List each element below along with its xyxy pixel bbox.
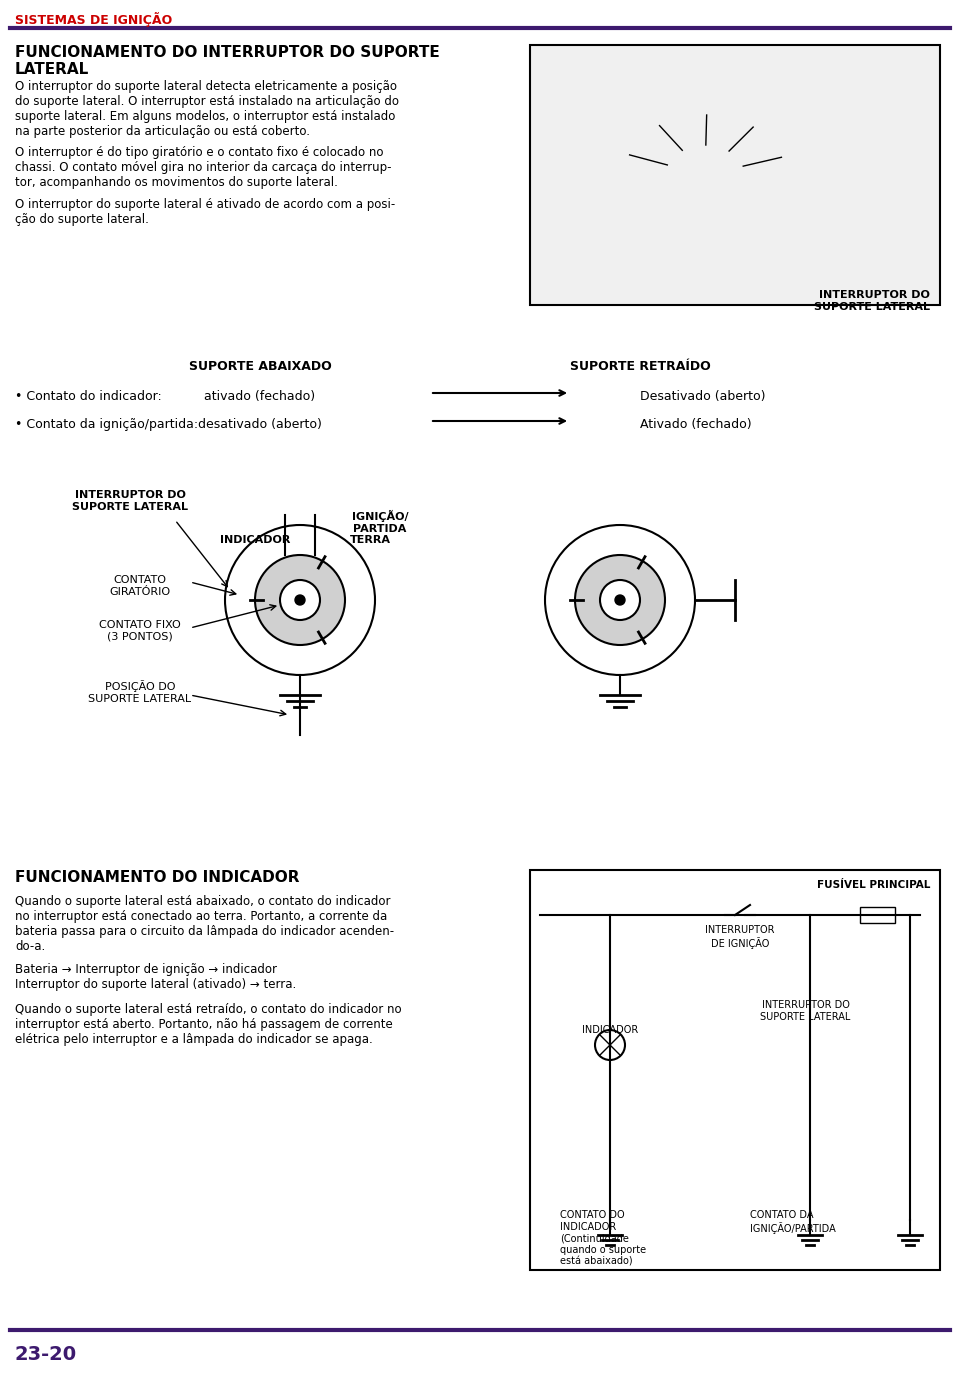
Text: CONTATO FIXO
(3 PONTOS): CONTATO FIXO (3 PONTOS) <box>99 621 180 641</box>
Text: IGNIÇÃO/
PARTIDA: IGNIÇÃO/ PARTIDA <box>351 510 408 534</box>
Text: ativado (fechado): ativado (fechado) <box>204 390 316 403</box>
Text: INTERRUPTOR DO
SUPORTE LATERAL: INTERRUPTOR DO SUPORTE LATERAL <box>814 290 930 312</box>
Text: INTERRUPTOR
DE IGNIÇÃO: INTERRUPTOR DE IGNIÇÃO <box>706 925 775 949</box>
Text: FUSÍVEL PRINCIPAL: FUSÍVEL PRINCIPAL <box>817 880 930 889</box>
Text: POSIÇÃO DO
SUPORTE LATERAL: POSIÇÃO DO SUPORTE LATERAL <box>88 680 192 703</box>
Text: CONTATO
GIRATÓRIO: CONTATO GIRATÓRIO <box>109 575 171 597</box>
Text: O interruptor do suporte lateral é ativado de acordo com a posi-
ção do suporte : O interruptor do suporte lateral é ativa… <box>15 199 396 226</box>
Circle shape <box>575 554 665 645</box>
Text: Quando o suporte lateral está retraído, o contato do indicador no
interruptor es: Quando o suporte lateral está retraído, … <box>15 1003 401 1047</box>
Bar <box>530 46 940 305</box>
Text: TERRA: TERRA <box>350 535 391 545</box>
Circle shape <box>545 525 695 674</box>
Circle shape <box>600 581 640 621</box>
Text: • Contato do indicador:: • Contato do indicador: <box>15 390 161 403</box>
Text: CONTATO DO
INDICADOR
(Continuidade
quando o suporte
está abaixado): CONTATO DO INDICADOR (Continuidade quand… <box>560 1209 646 1266</box>
Text: desativado (aberto): desativado (aberto) <box>198 418 322 432</box>
Circle shape <box>280 581 320 621</box>
Text: INDICADOR: INDICADOR <box>220 535 290 545</box>
Text: O interruptor é do tipo giratório e o contato fixo é colocado no
chassi. O conta: O interruptor é do tipo giratório e o co… <box>15 146 392 189</box>
Text: INDICADOR: INDICADOR <box>582 1025 638 1036</box>
Text: FUNCIONAMENTO DO INDICADOR: FUNCIONAMENTO DO INDICADOR <box>15 870 300 885</box>
Text: Quando o suporte lateral está abaixado, o contato do indicador
no interruptor es: Quando o suporte lateral está abaixado, … <box>15 895 395 953</box>
Text: INTERRUPTOR DO
SUPORTE LATERAL: INTERRUPTOR DO SUPORTE LATERAL <box>759 1000 850 1022</box>
Text: Bateria → Interruptor de ignição → indicador
Interruptor do suporte lateral (ati: Bateria → Interruptor de ignição → indic… <box>15 963 297 992</box>
Bar <box>860 907 895 923</box>
Circle shape <box>225 525 375 674</box>
Circle shape <box>615 594 625 605</box>
Text: FUNCIONAMENTO DO INTERRUPTOR DO SUPORTE
LATERAL: FUNCIONAMENTO DO INTERRUPTOR DO SUPORTE … <box>15 46 440 77</box>
Bar <box>530 870 940 1270</box>
Text: 23-20: 23-20 <box>15 1345 77 1364</box>
Text: CONTATO DA
IGNIÇÃO/PARTIDA: CONTATO DA IGNIÇÃO/PARTIDA <box>750 1209 836 1234</box>
Text: Desativado (aberto): Desativado (aberto) <box>640 390 765 403</box>
Text: SUPORTE ABAIXADO: SUPORTE ABAIXADO <box>188 360 331 372</box>
Circle shape <box>295 594 305 605</box>
Text: SUPORTE RETRAÍDO: SUPORTE RETRAÍDO <box>569 360 710 372</box>
Text: O interruptor do suporte lateral detecta eletricamente a posição
do suporte late: O interruptor do suporte lateral detecta… <box>15 80 399 138</box>
Circle shape <box>255 554 345 645</box>
Text: Ativado (fechado): Ativado (fechado) <box>640 418 752 432</box>
Text: • Contato da ignição/partida:: • Contato da ignição/partida: <box>15 418 198 432</box>
Circle shape <box>595 1030 625 1060</box>
Text: SISTEMAS DE IGNIÇÃO: SISTEMAS DE IGNIÇÃO <box>15 12 172 28</box>
Text: INTERRUPTOR DO
SUPORTE LATERAL: INTERRUPTOR DO SUPORTE LATERAL <box>72 490 188 512</box>
